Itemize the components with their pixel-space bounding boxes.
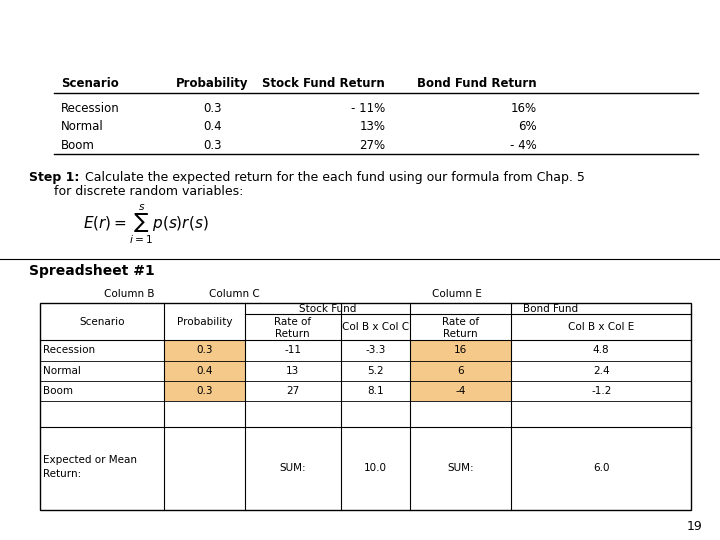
Text: Step 1:: Step 1: — [29, 171, 79, 184]
Text: Recession: Recession — [43, 346, 95, 355]
Text: 6.0: 6.0 — [593, 463, 609, 474]
Text: Expected or Mean: Expected or Mean — [43, 455, 138, 465]
Text: for discrete random variables:: for discrete random variables: — [54, 185, 243, 198]
Text: 6%: 6% — [518, 120, 536, 133]
Text: -11: -11 — [284, 346, 301, 355]
Text: 6: 6 — [457, 366, 464, 376]
Text: 8.1: 8.1 — [367, 386, 384, 396]
Text: 16: 16 — [454, 346, 467, 355]
Text: SUM:: SUM: — [279, 463, 306, 474]
Text: 4.8: 4.8 — [593, 346, 610, 355]
Text: 27: 27 — [286, 386, 300, 396]
Text: Stock Fund Return: Stock Fund Return — [263, 77, 385, 90]
Text: -1.2: -1.2 — [591, 386, 611, 396]
Text: Rate of: Rate of — [274, 317, 311, 327]
Text: Return:: Return: — [43, 469, 81, 479]
Text: Return: Return — [275, 329, 310, 339]
Text: Bond Fund: Bond Fund — [523, 304, 578, 314]
Text: Boom: Boom — [43, 386, 73, 396]
Text: Normal: Normal — [61, 120, 104, 133]
Text: Calculate the expected return for the each fund using our formula from Chap. 5: Calculate the expected return for the ea… — [81, 171, 585, 184]
Text: Probability: Probability — [176, 77, 248, 90]
Text: Column E: Column E — [432, 289, 482, 299]
Text: Col B x Col C: Col B x Col C — [342, 322, 409, 332]
Text: 10.0: 10.0 — [364, 463, 387, 474]
Text: 0.3: 0.3 — [203, 102, 222, 114]
Text: SUM:: SUM: — [448, 463, 474, 474]
Text: -3.3: -3.3 — [365, 346, 386, 355]
Bar — [164, 361, 245, 381]
Text: 16%: 16% — [510, 102, 536, 114]
Text: Column B: Column B — [104, 289, 155, 299]
Text: Col B x Col E: Col B x Col E — [568, 322, 634, 332]
Text: 2.4: 2.4 — [593, 366, 610, 376]
Text: -4: -4 — [456, 386, 466, 396]
Text: - 4%: - 4% — [510, 139, 536, 152]
Bar — [410, 381, 511, 401]
Bar — [410, 361, 511, 381]
Text: 0.3: 0.3 — [197, 386, 212, 396]
Text: Bond Fund Return: Bond Fund Return — [417, 77, 536, 90]
Text: Column C: Column C — [209, 289, 259, 299]
Text: Scenario: Scenario — [61, 77, 119, 90]
Text: 0.3: 0.3 — [197, 346, 212, 355]
Text: Boom: Boom — [61, 139, 95, 152]
Text: 0.3: 0.3 — [203, 139, 222, 152]
Text: Normal: Normal — [43, 366, 81, 376]
Text: $E(r) = \sum_{i=1}^{s} p(s)r(s)$: $E(r) = \sum_{i=1}^{s} p(s)r(s)$ — [83, 202, 209, 246]
Text: - 11%: - 11% — [351, 102, 385, 114]
Text: 0.4: 0.4 — [197, 366, 212, 376]
Text: Stock Fund: Stock Fund — [299, 304, 356, 314]
Text: Scenario: Scenario — [79, 317, 125, 327]
Text: Return: Return — [444, 329, 478, 339]
Text: 13: 13 — [286, 366, 300, 376]
Text: Rate of: Rate of — [442, 317, 480, 327]
Text: 0.4: 0.4 — [203, 120, 222, 133]
Text: Probability: Probability — [176, 317, 233, 327]
Bar — [410, 340, 511, 361]
Text: 13%: 13% — [359, 120, 385, 133]
Text: 19: 19 — [686, 520, 702, 533]
Bar — [40, 303, 691, 510]
Text: 27%: 27% — [359, 139, 385, 152]
Text: 5.2: 5.2 — [367, 366, 384, 376]
Bar — [164, 381, 245, 401]
Bar — [164, 340, 245, 361]
Text: Recession: Recession — [61, 102, 120, 114]
Text: Spreadsheet #1: Spreadsheet #1 — [29, 264, 155, 278]
